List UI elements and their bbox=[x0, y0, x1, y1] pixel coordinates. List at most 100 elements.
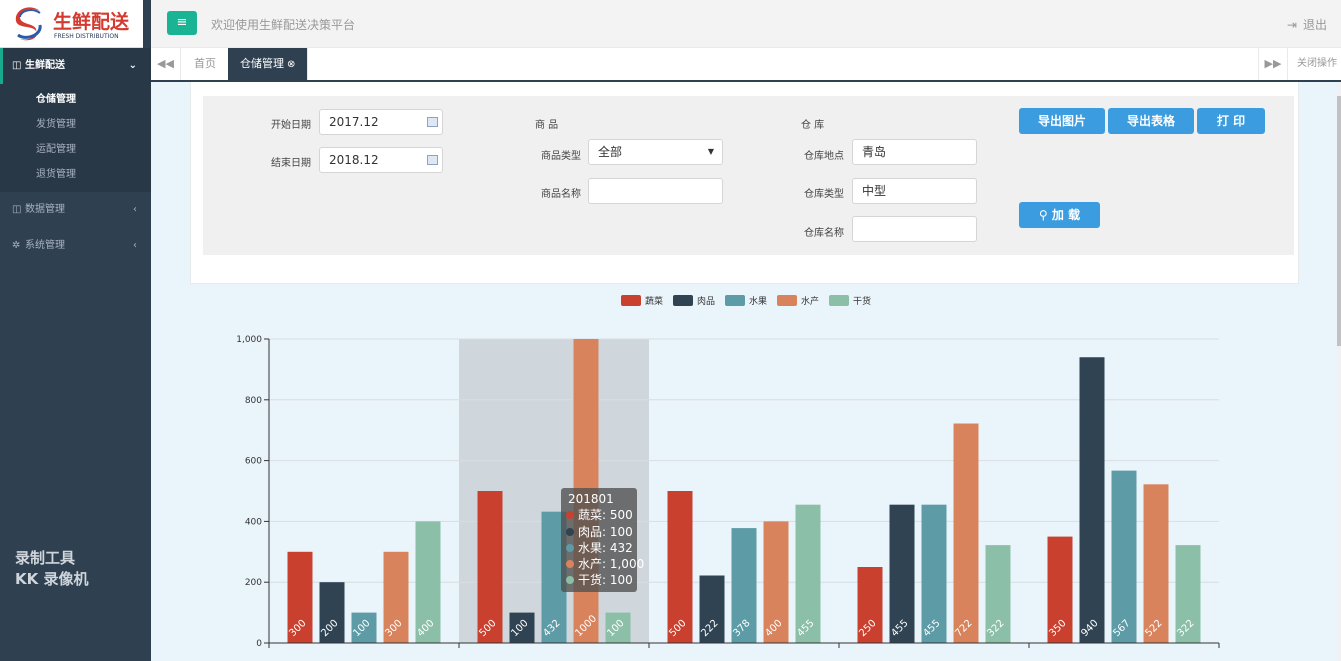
bar bbox=[1047, 536, 1073, 643]
calendar-icon[interactable] bbox=[427, 117, 438, 127]
table-icon: ◫ bbox=[12, 204, 22, 215]
tooltip-row: 干货: 100 bbox=[566, 572, 633, 588]
logout-label: 退出 bbox=[1302, 18, 1327, 32]
end-date-input[interactable]: 2018.12 bbox=[319, 147, 443, 173]
logout-icon: ⇥ bbox=[1286, 18, 1297, 32]
legend-label: 蔬菜 bbox=[645, 295, 663, 307]
tooltip-row: 蔬菜: 500 bbox=[566, 507, 633, 523]
caret-down-icon: ▼ bbox=[707, 147, 714, 156]
tab-bar: ◀◀ 首页 仓储管理 ⊗ ▶▶ 关闭操作 bbox=[151, 48, 1341, 82]
start-date-value: 2017.12 bbox=[329, 115, 379, 129]
warehouse-type-input[interactable]: 中型 bbox=[852, 178, 977, 204]
bar bbox=[889, 504, 915, 643]
calendar-icon[interactable] bbox=[427, 155, 438, 165]
tooltip-rows: 蔬菜: 500 肉品: 100 水果: 432 水产: 1,000 干货: 100 bbox=[566, 507, 644, 588]
load-button[interactable]: ⚲ 加 载 bbox=[1019, 202, 1100, 228]
goods-name-input[interactable] bbox=[588, 178, 723, 204]
logo-subtitle: FRESH DISTRIBUTION bbox=[54, 33, 119, 40]
logo-brand: 生鲜配送 bbox=[53, 11, 130, 33]
menu-group-label: 系统管理 bbox=[25, 240, 65, 251]
tooltip-row-text: 肉品: 100 bbox=[578, 524, 633, 539]
warehouse-location-input[interactable]: 青岛 bbox=[852, 139, 977, 165]
tooltip-row: 水果: 432 bbox=[566, 540, 633, 556]
bar bbox=[953, 423, 979, 643]
bar bbox=[319, 582, 345, 643]
y-tick-label: 800 bbox=[245, 396, 262, 406]
legend-swatch bbox=[621, 295, 641, 306]
bar bbox=[1079, 357, 1105, 643]
welcome-text: 欢迎使用生鲜配送决策平台 bbox=[211, 18, 356, 32]
tab-scroll-right-button[interactable]: ▶▶ bbox=[1258, 48, 1288, 80]
start-date-label: 开始日期 bbox=[271, 120, 311, 131]
goods-type-select[interactable]: 全部 ▼ bbox=[588, 139, 723, 165]
close-icon[interactable]: ⊗ bbox=[287, 59, 296, 70]
series-dot-icon bbox=[566, 576, 574, 585]
warehouse-name-label: 仓库名称 bbox=[804, 228, 844, 239]
warehouse-type-label: 仓库类型 bbox=[804, 189, 844, 200]
bar bbox=[477, 491, 503, 643]
series-dot-icon bbox=[566, 511, 574, 520]
tab-scroll-left-button[interactable]: ◀◀ bbox=[151, 48, 181, 80]
tooltip-row: 水产: 1,000 bbox=[566, 556, 644, 572]
menu-group-system[interactable]: ✲ 系统管理 ‹ bbox=[0, 228, 151, 264]
sidebar-item-shipping[interactable]: 发货管理 bbox=[36, 119, 76, 130]
y-tick-label: 400 bbox=[245, 517, 262, 527]
menu-group-label: 生鲜配送 bbox=[25, 60, 65, 71]
goods-section-title: 商 品 bbox=[535, 120, 559, 131]
legend-swatch bbox=[777, 295, 797, 306]
chevron-left-icon: ‹ bbox=[133, 204, 137, 215]
menu-group-fresh[interactable]: ◫ 生鲜配送 ⌄ bbox=[0, 48, 151, 84]
sidebar-item-storage[interactable]: 仓储管理 bbox=[36, 94, 76, 105]
legend-swatch bbox=[725, 295, 745, 306]
tab-label: 仓储管理 bbox=[240, 57, 284, 70]
goods-type-label: 商品类型 bbox=[541, 151, 581, 162]
goods-type-value: 全部 bbox=[598, 145, 623, 159]
menu-group-label: 数据管理 bbox=[25, 204, 65, 215]
warehouse-name-input[interactable] bbox=[852, 216, 977, 242]
bar bbox=[921, 504, 947, 643]
warehouse-location-label: 仓库地点 bbox=[804, 151, 844, 162]
tab-storage[interactable]: 仓储管理 ⊗ bbox=[228, 48, 309, 80]
y-tick-label: 1,000 bbox=[236, 335, 262, 345]
table-icon: ◫ bbox=[12, 60, 22, 71]
chart-axes: 0 200 400 600 800 1,000 bbox=[236, 335, 1220, 649]
chart-legend: 蔬菜 肉品 水果 水产 干货 bbox=[621, 295, 871, 307]
close-operations-button[interactable]: 关闭操作 bbox=[1297, 58, 1337, 69]
end-date-value: 2018.12 bbox=[329, 153, 379, 167]
filter-card: 开始日期 2017.12 结束日期 2018.12 商 品 商品类型 全部 ▼ 商… bbox=[190, 82, 1299, 284]
recorder-watermark: 录制工具 KK 录像机 bbox=[15, 548, 135, 590]
bar bbox=[1175, 545, 1201, 643]
print-button[interactable]: 打 印 bbox=[1197, 108, 1265, 134]
bar bbox=[731, 528, 757, 643]
sidebar-item-delivery[interactable]: 运配管理 bbox=[36, 144, 76, 155]
bar bbox=[1111, 470, 1137, 643]
sidebar-menu: ◫ 生鲜配送 ⌄ 仓储管理 发货管理 运配管理 退货管理 ◫ 数据管理 ‹ ✲ 系统管… bbox=[0, 48, 151, 264]
top-bar: ≡ 欢迎使用生鲜配送决策平台 ⇥ 退出 bbox=[151, 0, 1341, 48]
load-label: 加 载 bbox=[1051, 208, 1081, 222]
watermark-line: KK 录像机 bbox=[15, 570, 89, 588]
scrollbar-thumb[interactable] bbox=[1337, 96, 1341, 346]
bar bbox=[763, 521, 789, 643]
legend-label: 肉品 bbox=[697, 295, 715, 307]
end-date-label: 结束日期 bbox=[271, 158, 311, 169]
chevron-left-icon: ‹ bbox=[133, 240, 137, 251]
sidebar: 生鲜配送 FRESH DISTRIBUTION ◫ 生鲜配送 ⌄ 仓储管理 发货管… bbox=[0, 0, 151, 661]
bar bbox=[351, 612, 377, 643]
sidebar-item-returns[interactable]: 退货管理 bbox=[36, 169, 76, 180]
export-table-button[interactable]: 导出表格 bbox=[1108, 108, 1194, 134]
bar bbox=[287, 551, 313, 643]
legend-label: 水产 bbox=[801, 295, 819, 307]
page-scrollbar[interactable] bbox=[1337, 82, 1341, 661]
tooltip-row: 肉品: 100 bbox=[566, 524, 633, 540]
y-tick-label: 200 bbox=[245, 578, 262, 588]
tooltip-title: 201801 bbox=[568, 492, 614, 506]
menu-group-data[interactable]: ◫ 数据管理 ‹ bbox=[0, 192, 151, 228]
bar bbox=[1143, 484, 1169, 643]
bar bbox=[667, 491, 693, 643]
menu-toggle-button[interactable]: ≡ bbox=[167, 11, 197, 35]
logout-button[interactable]: ⇥ 退出 bbox=[1287, 16, 1327, 33]
logo-mark-icon bbox=[15, 7, 42, 41]
start-date-input[interactable]: 2017.12 bbox=[319, 109, 443, 135]
search-icon: ⚲ bbox=[1038, 208, 1052, 222]
export-image-button[interactable]: 导出图片 bbox=[1019, 108, 1105, 134]
